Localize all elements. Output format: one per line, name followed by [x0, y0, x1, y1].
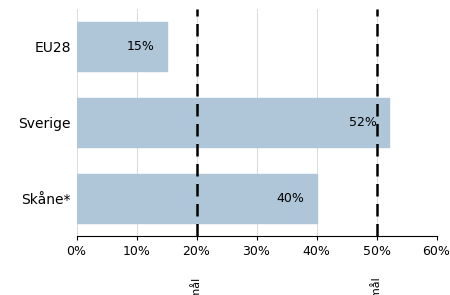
Bar	[76, 98, 388, 147]
Text: 15%: 15%	[126, 40, 154, 53]
Bar	[76, 173, 316, 223]
Text: 40%: 40%	[277, 192, 305, 205]
Bar	[76, 22, 166, 71]
Text: Sverige mål: Sverige mål	[370, 278, 382, 295]
Text: 52%: 52%	[349, 116, 377, 129]
Text: EU 2020 mål: EU 2020 mål	[192, 278, 202, 295]
